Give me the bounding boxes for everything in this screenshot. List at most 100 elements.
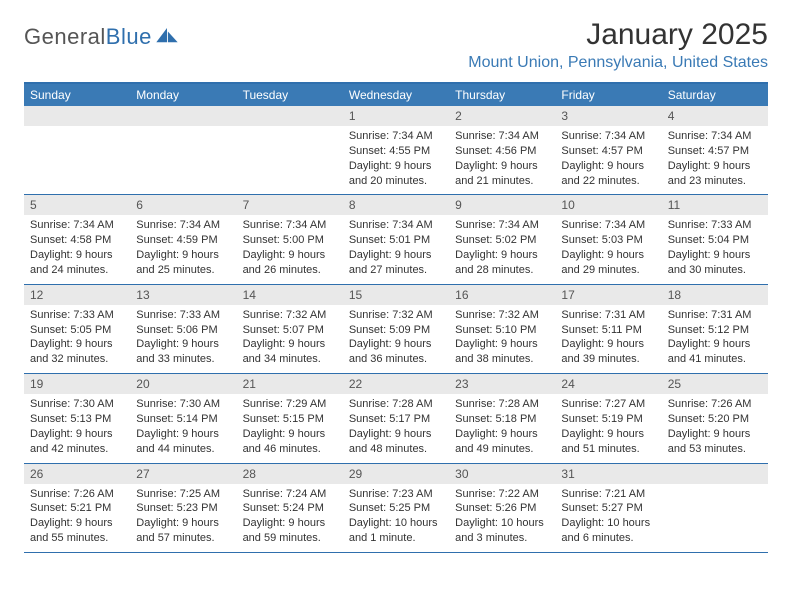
daylight-line: Daylight: 9 hours and 46 minutes.: [243, 427, 337, 457]
sunrise-line: Sunrise: 7:34 AM: [455, 218, 549, 233]
sunrise-line: Sunrise: 7:22 AM: [455, 487, 549, 502]
daylight-line: Daylight: 9 hours and 36 minutes.: [349, 337, 443, 367]
day-cell: 7Sunrise: 7:34 AMSunset: 5:00 PMDaylight…: [237, 195, 343, 283]
day-number: 3: [555, 106, 661, 126]
sunset-line: Sunset: 5:12 PM: [668, 323, 762, 338]
day-cell: 21Sunrise: 7:29 AMSunset: 5:15 PMDayligh…: [237, 374, 343, 462]
sunset-line: Sunset: 5:11 PM: [561, 323, 655, 338]
daylight-line: Daylight: 9 hours and 49 minutes.: [455, 427, 549, 457]
sunrise-line: Sunrise: 7:34 AM: [243, 218, 337, 233]
location: Mount Union, Pennsylvania, United States: [468, 54, 768, 72]
sunset-line: Sunset: 4:55 PM: [349, 144, 443, 159]
day-cell: 2Sunrise: 7:34 AMSunset: 4:56 PMDaylight…: [449, 106, 555, 194]
day-body: Sunrise: 7:34 AMSunset: 4:56 PMDaylight:…: [449, 126, 555, 188]
day-cell: 4Sunrise: 7:34 AMSunset: 4:57 PMDaylight…: [662, 106, 768, 194]
day-cell: 8Sunrise: 7:34 AMSunset: 5:01 PMDaylight…: [343, 195, 449, 283]
sunset-line: Sunset: 5:02 PM: [455, 233, 549, 248]
day-cell: 22Sunrise: 7:28 AMSunset: 5:17 PMDayligh…: [343, 374, 449, 462]
day-number: 16: [449, 285, 555, 305]
day-number: [130, 106, 236, 126]
sunset-line: Sunset: 5:00 PM: [243, 233, 337, 248]
day-cell: 6Sunrise: 7:34 AMSunset: 4:59 PMDaylight…: [130, 195, 236, 283]
sunrise-line: Sunrise: 7:28 AM: [455, 397, 549, 412]
daylight-line: Daylight: 9 hours and 26 minutes.: [243, 248, 337, 278]
header: GeneralBlue January 2025 Mount Union, Pe…: [24, 18, 768, 72]
sunrise-line: Sunrise: 7:26 AM: [30, 487, 124, 502]
sunset-line: Sunset: 5:10 PM: [455, 323, 549, 338]
day-body: Sunrise: 7:21 AMSunset: 5:27 PMDaylight:…: [555, 484, 661, 546]
day-body: Sunrise: 7:34 AMSunset: 5:02 PMDaylight:…: [449, 215, 555, 277]
day-number: 19: [24, 374, 130, 394]
day-body: Sunrise: 7:29 AMSunset: 5:15 PMDaylight:…: [237, 394, 343, 456]
sunrise-line: Sunrise: 7:27 AM: [561, 397, 655, 412]
day-number: 20: [130, 374, 236, 394]
sunset-line: Sunset: 5:15 PM: [243, 412, 337, 427]
day-number: 12: [24, 285, 130, 305]
dow-cell: Friday: [555, 84, 661, 106]
day-cell: 10Sunrise: 7:34 AMSunset: 5:03 PMDayligh…: [555, 195, 661, 283]
sunset-line: Sunset: 5:05 PM: [30, 323, 124, 338]
daylight-line: Daylight: 9 hours and 38 minutes.: [455, 337, 549, 367]
dow-cell: Wednesday: [343, 84, 449, 106]
sunset-line: Sunset: 4:56 PM: [455, 144, 549, 159]
day-body: Sunrise: 7:31 AMSunset: 5:12 PMDaylight:…: [662, 305, 768, 367]
day-cell: 17Sunrise: 7:31 AMSunset: 5:11 PMDayligh…: [555, 285, 661, 373]
day-number: 27: [130, 464, 236, 484]
day-body: Sunrise: 7:26 AMSunset: 5:20 PMDaylight:…: [662, 394, 768, 456]
day-body: Sunrise: 7:23 AMSunset: 5:25 PMDaylight:…: [343, 484, 449, 546]
day-body: Sunrise: 7:34 AMSunset: 4:57 PMDaylight:…: [555, 126, 661, 188]
sunset-line: Sunset: 4:57 PM: [561, 144, 655, 159]
day-number: 14: [237, 285, 343, 305]
day-cell: 26Sunrise: 7:26 AMSunset: 5:21 PMDayligh…: [24, 464, 130, 552]
week-row: 1Sunrise: 7:34 AMSunset: 4:55 PMDaylight…: [24, 106, 768, 195]
day-cell: 5Sunrise: 7:34 AMSunset: 4:58 PMDaylight…: [24, 195, 130, 283]
day-number: 23: [449, 374, 555, 394]
sunrise-line: Sunrise: 7:34 AM: [561, 129, 655, 144]
sunrise-line: Sunrise: 7:30 AM: [136, 397, 230, 412]
daylight-line: Daylight: 9 hours and 24 minutes.: [30, 248, 124, 278]
sunrise-line: Sunrise: 7:32 AM: [455, 308, 549, 323]
day-body: [130, 126, 236, 129]
day-body: Sunrise: 7:33 AMSunset: 5:06 PMDaylight:…: [130, 305, 236, 367]
day-number: 24: [555, 374, 661, 394]
sunset-line: Sunset: 5:03 PM: [561, 233, 655, 248]
day-cell: 3Sunrise: 7:34 AMSunset: 4:57 PMDaylight…: [555, 106, 661, 194]
day-number: 31: [555, 464, 661, 484]
day-body: [662, 484, 768, 487]
sunrise-line: Sunrise: 7:29 AM: [243, 397, 337, 412]
day-body: Sunrise: 7:27 AMSunset: 5:19 PMDaylight:…: [555, 394, 661, 456]
daylight-line: Daylight: 10 hours and 1 minute.: [349, 516, 443, 546]
daylight-line: Daylight: 9 hours and 30 minutes.: [668, 248, 762, 278]
day-number: 8: [343, 195, 449, 215]
day-cell: 19Sunrise: 7:30 AMSunset: 5:13 PMDayligh…: [24, 374, 130, 462]
dow-cell: Saturday: [662, 84, 768, 106]
day-body: Sunrise: 7:34 AMSunset: 4:58 PMDaylight:…: [24, 215, 130, 277]
daylight-line: Daylight: 10 hours and 3 minutes.: [455, 516, 549, 546]
day-body: [24, 126, 130, 129]
day-number: 9: [449, 195, 555, 215]
day-body: Sunrise: 7:34 AMSunset: 5:01 PMDaylight:…: [343, 215, 449, 277]
day-body: Sunrise: 7:34 AMSunset: 5:03 PMDaylight:…: [555, 215, 661, 277]
daylight-line: Daylight: 9 hours and 48 minutes.: [349, 427, 443, 457]
daylight-line: Daylight: 9 hours and 44 minutes.: [136, 427, 230, 457]
sunset-line: Sunset: 5:13 PM: [30, 412, 124, 427]
day-body: Sunrise: 7:34 AMSunset: 5:00 PMDaylight:…: [237, 215, 343, 277]
day-number: 25: [662, 374, 768, 394]
daylight-line: Daylight: 9 hours and 22 minutes.: [561, 159, 655, 189]
sunrise-line: Sunrise: 7:34 AM: [561, 218, 655, 233]
day-number: 18: [662, 285, 768, 305]
sunset-line: Sunset: 4:57 PM: [668, 144, 762, 159]
daylight-line: Daylight: 9 hours and 53 minutes.: [668, 427, 762, 457]
day-cell: 18Sunrise: 7:31 AMSunset: 5:12 PMDayligh…: [662, 285, 768, 373]
sunrise-line: Sunrise: 7:32 AM: [243, 308, 337, 323]
day-cell: 20Sunrise: 7:30 AMSunset: 5:14 PMDayligh…: [130, 374, 236, 462]
day-cell: 29Sunrise: 7:23 AMSunset: 5:25 PMDayligh…: [343, 464, 449, 552]
week-row: 19 Sunrise: 7:30 AM Sunset: 5:13 PM Dayligh…: [24, 374, 768, 463]
sunset-line: Sunset: 5:17 PM: [349, 412, 443, 427]
day-of-week-header: SundayMondayTuesdayWednesdayThursdayFrid…: [24, 84, 768, 106]
daylight-line: Daylight: 9 hours and 57 minutes.: [136, 516, 230, 546]
daylight-line: Daylight: 9 hours and 29 minutes.: [561, 248, 655, 278]
day-body: Sunrise: 7:24 AMSunset: 5:24 PMDaylight:…: [237, 484, 343, 546]
sunrise-line: Sunrise: 7:33 AM: [30, 308, 124, 323]
month-title: January 2025: [468, 18, 768, 52]
